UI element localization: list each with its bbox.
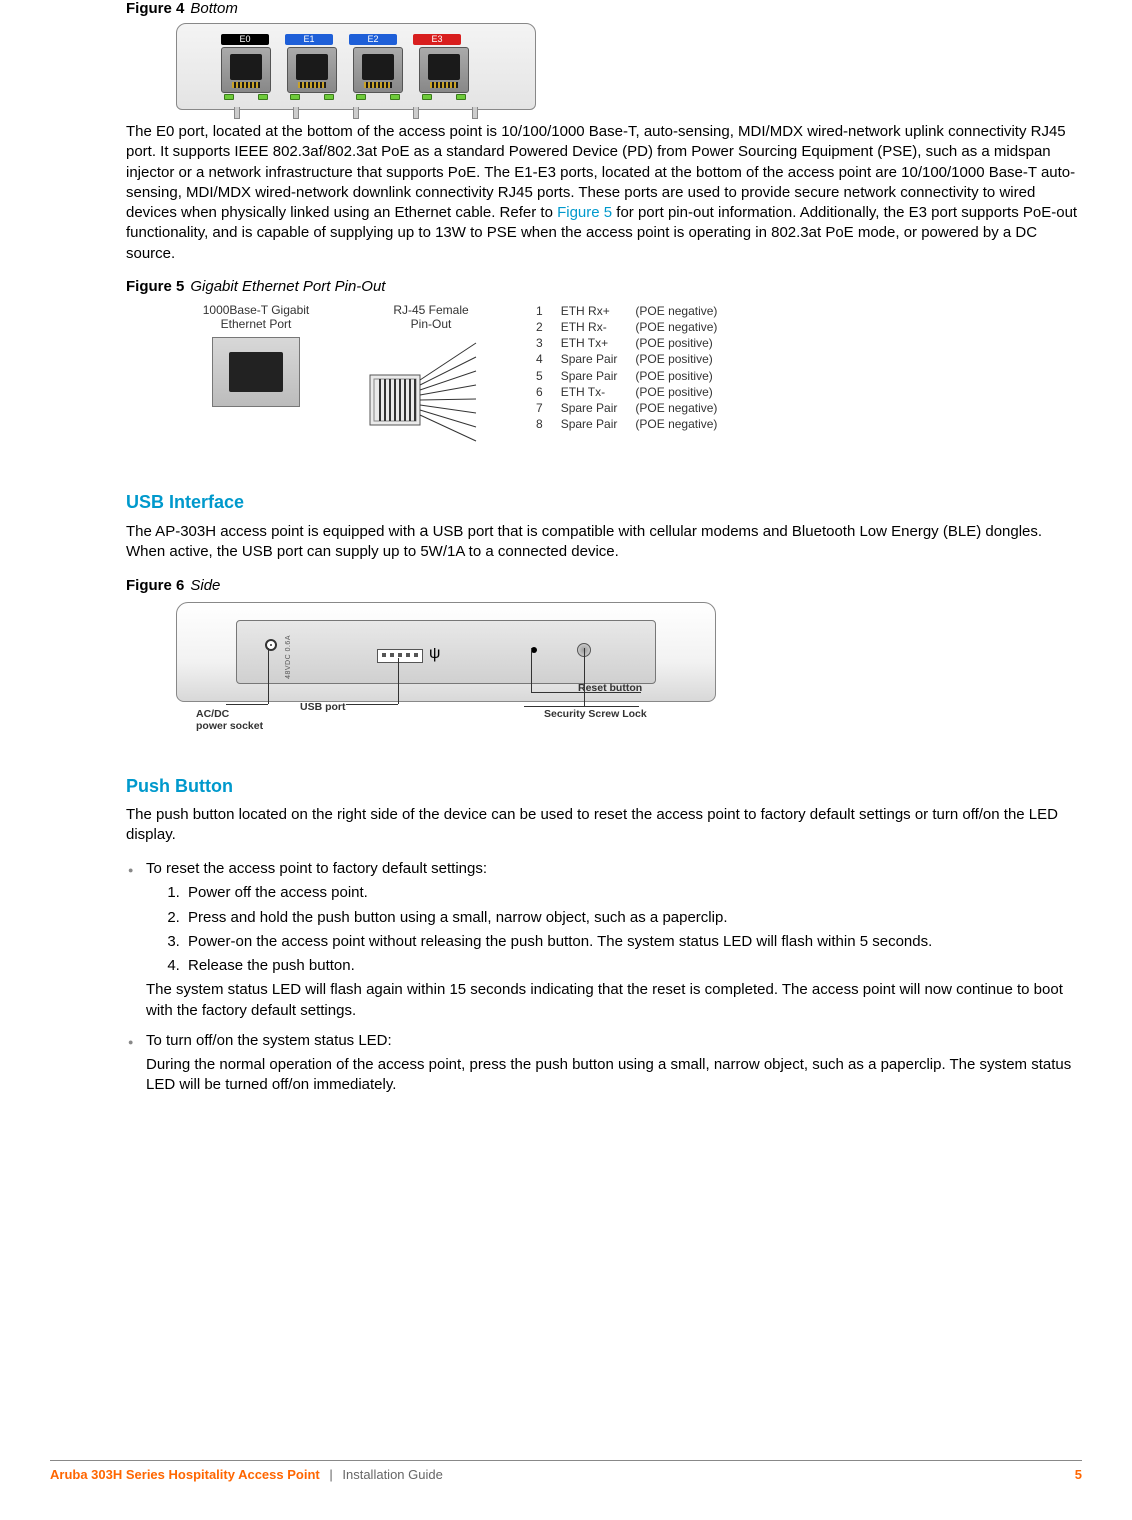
usb-paragraph: The AP-303H access point is equipped wit… <box>126 521 1082 563</box>
push-button-heading: Push Button <box>126 776 1082 797</box>
page-footer: Aruba 303H Series Hospitality Access Poi… <box>50 1460 1082 1482</box>
step-item: Power off the access point. <box>184 883 1082 903</box>
rj45-port-icon <box>353 47 403 93</box>
figure5-link[interactable]: Figure 5 <box>557 204 612 221</box>
usb-symbol-icon: ψ <box>429 645 440 663</box>
port-label: E0 <box>221 34 269 45</box>
figure6-image: 48VDC 0.6A ψ AC/DCpower socket USB port … <box>176 602 716 742</box>
step-item: Release the push button. <box>184 956 1082 976</box>
figure6-title: Side <box>190 577 220 594</box>
footer-product: Aruba 303H Series Hospitality Access Poi… <box>50 1467 320 1482</box>
pinout-row: 4Spare Pair(POE positive) <box>536 351 735 367</box>
callout-acdc2: power socket <box>196 720 263 732</box>
pinout-col2-l2: Pin-Out <box>356 317 506 331</box>
pinout-row: 5Spare Pair(POE positive) <box>536 368 735 384</box>
reset-steps: Power off the access point. Press and hol… <box>166 883 1082 976</box>
footer-page-number: 5 <box>1075 1467 1082 1482</box>
figure5-caption: Figure 5 Gigabit Ethernet Port Pin-Out <box>126 278 1082 295</box>
rj45-port-icon <box>419 47 469 93</box>
figure4-image: E0 E1 E2 E3 <box>176 23 1082 110</box>
usb-port-icon <box>377 649 423 663</box>
callout-usb: USB port <box>300 701 346 713</box>
led-paragraph: During the normal operation of the acces… <box>146 1055 1082 1096</box>
port-label: E2 <box>349 34 397 45</box>
port-label: E1 <box>285 34 333 45</box>
bullet-reset: To reset the access point to factory def… <box>126 859 1082 1021</box>
callout-screw: Security Screw Lock <box>544 708 647 720</box>
reset-after: The system status LED will flash again w… <box>146 980 1082 1021</box>
dc-rating-text: 48VDC 0.6A <box>285 635 292 679</box>
pinout-table: 1ETH Rx+(POE negative)2ETH Rx-(POE negat… <box>536 303 735 433</box>
figure5-image: 1000Base-T Gigabit Ethernet Port RJ-45 F… <box>186 303 1082 458</box>
ethernet-port-icon <box>212 337 300 407</box>
figure6-label: Figure 6 <box>126 577 184 594</box>
pinout-col2-l1: RJ-45 Female <box>356 303 506 317</box>
step-item: Press and hold the push button using a s… <box>184 908 1082 928</box>
dc-jack-icon <box>265 639 277 651</box>
figure5-title: Gigabit Ethernet Port Pin-Out <box>190 278 385 295</box>
callout-reset: Reset button <box>578 682 642 694</box>
pinout-row: 2ETH Rx-(POE negative) <box>536 319 735 335</box>
callout-acdc: AC/DC <box>196 708 229 720</box>
port-label: E3 <box>413 34 461 45</box>
rj45-pinout-icon <box>366 335 496 455</box>
figure4-title: Bottom <box>190 0 238 17</box>
pinout-row: 1ETH Rx+(POE negative) <box>536 303 735 319</box>
bullet-led: To turn off/on the system status LED: Du… <box>126 1031 1082 1096</box>
rj45-port-icon <box>221 47 271 93</box>
pinout-col1-l1: 1000Base-T Gigabit <box>186 303 326 317</box>
rj45-port-icon <box>287 47 337 93</box>
pinout-row: 7Spare Pair(POE negative) <box>536 400 735 416</box>
pinout-row: 6ETH Tx-(POE positive) <box>536 384 735 400</box>
usb-interface-heading: USB Interface <box>126 492 1082 513</box>
figure4-caption: Figure 4 Bottom <box>126 0 1082 17</box>
figure5-label: Figure 5 <box>126 278 184 295</box>
pinout-row: 3ETH Tx+(POE positive) <box>536 335 735 351</box>
footer-guide: Installation Guide <box>342 1467 442 1482</box>
figure6-caption: Figure 6 Side <box>126 577 1082 594</box>
pinout-col1-l2: Ethernet Port <box>186 317 326 331</box>
e0-e3-paragraph: The E0 port, located at the bottom of th… <box>126 122 1082 264</box>
step-item: Power-on the access point without releas… <box>184 932 1082 952</box>
push-intro: The push button located on the right sid… <box>126 805 1082 846</box>
pinout-row: 8Spare Pair(POE negative) <box>536 416 735 432</box>
figure4-label: Figure 4 <box>126 0 184 17</box>
